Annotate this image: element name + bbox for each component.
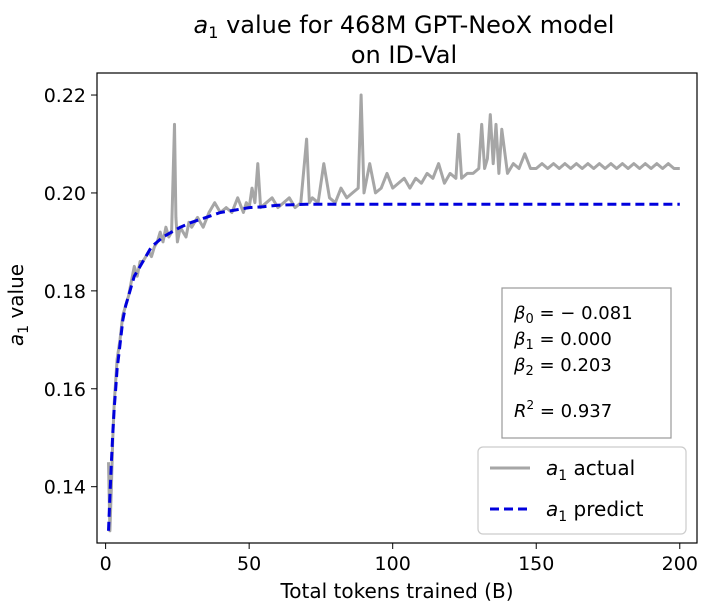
legend: a1 actual a1 predict bbox=[477, 446, 687, 535]
annotation-beta2: β2 = 0.203 bbox=[513, 355, 612, 379]
data-layer bbox=[107, 93, 680, 533]
x-tick-label: 200 bbox=[662, 553, 698, 575]
annotation-beta1: β1 = 0.000 bbox=[513, 329, 612, 353]
y-axis-label: a1 value bbox=[4, 264, 32, 346]
y-tick-label: 0.18 bbox=[44, 281, 86, 303]
x-tick-label: 0 bbox=[100, 553, 112, 575]
x-tick-label: 50 bbox=[237, 553, 261, 575]
legend-actual-label: a1 actual bbox=[546, 456, 635, 484]
legend-predict-label: a1 predict bbox=[546, 497, 644, 525]
fit-annotation: β0 = − 0.081 β1 = 0.000 β2 = 0.203 R2 = … bbox=[501, 287, 672, 439]
y-tick-label: 0.16 bbox=[44, 379, 86, 401]
x-axis-label: Total tokens trained (B) bbox=[279, 579, 513, 603]
y-tick-label: 0.20 bbox=[44, 183, 86, 205]
x-tick-label: 150 bbox=[518, 553, 554, 575]
annotation-box bbox=[501, 287, 672, 439]
annotation-r2: R2 = 0.937 bbox=[514, 398, 612, 422]
annotation-beta0: β0 = − 0.081 bbox=[513, 303, 633, 327]
x-tick-label: 100 bbox=[375, 553, 411, 575]
series-predict-line bbox=[107, 202, 680, 531]
chart-subtitle: on ID-Val bbox=[351, 41, 457, 69]
tick-layer: 0 50 100 150 200 0.14 0.16 0.18 0.20 0.22 bbox=[44, 85, 698, 575]
series-actual-line bbox=[107, 93, 680, 533]
y-tick-label: 0.14 bbox=[44, 477, 86, 499]
chart-title: a1 value for 468M GPT-NeoX model bbox=[194, 11, 615, 42]
y-tick-label: 0.22 bbox=[44, 85, 86, 107]
